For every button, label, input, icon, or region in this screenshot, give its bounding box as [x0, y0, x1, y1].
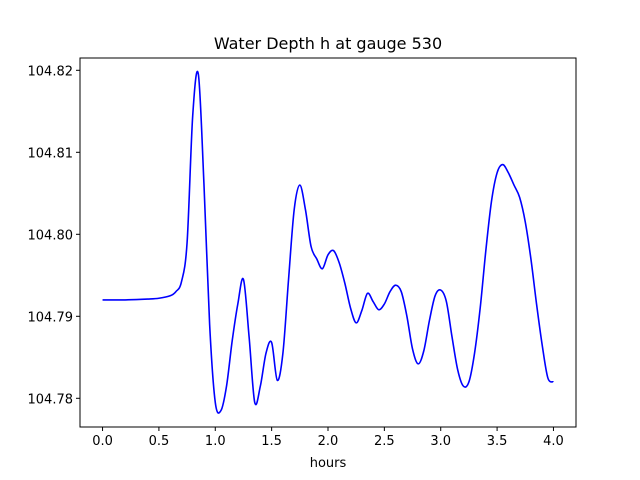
y-tick-label: 104.79 — [28, 310, 74, 325]
x-tick-label: 1.0 — [205, 434, 226, 449]
x-axis: 0.0 0.5 1.0 1.5 2.0 2.5 3.0 3.5 4.0 — [92, 427, 564, 449]
plot-area — [102, 70, 554, 414]
y-tick-label: 104.78 — [28, 392, 74, 407]
x-tick-label: 3.5 — [487, 434, 508, 449]
y-tick-label: 104.81 — [28, 146, 74, 161]
y-axis: 104.78 104.79 104.80 104.81 104.82 — [28, 64, 80, 407]
chart-title: Water Depth h at gauge 530 — [214, 34, 442, 53]
x-tick-label: 2.0 — [318, 434, 339, 449]
x-tick-label: 3.0 — [430, 434, 451, 449]
series-line — [102, 70, 554, 414]
x-axis-label: hours — [310, 456, 347, 471]
x-tick-label: 4.0 — [543, 434, 564, 449]
y-tick-label: 104.82 — [28, 64, 74, 79]
x-tick-label: 2.5 — [374, 434, 395, 449]
axes-frame — [79, 57, 577, 428]
y-tick-label: 104.80 — [28, 228, 74, 243]
x-tick-label: 0.0 — [92, 434, 113, 449]
x-tick-label: 0.5 — [149, 434, 170, 449]
x-tick-label: 1.5 — [261, 434, 282, 449]
